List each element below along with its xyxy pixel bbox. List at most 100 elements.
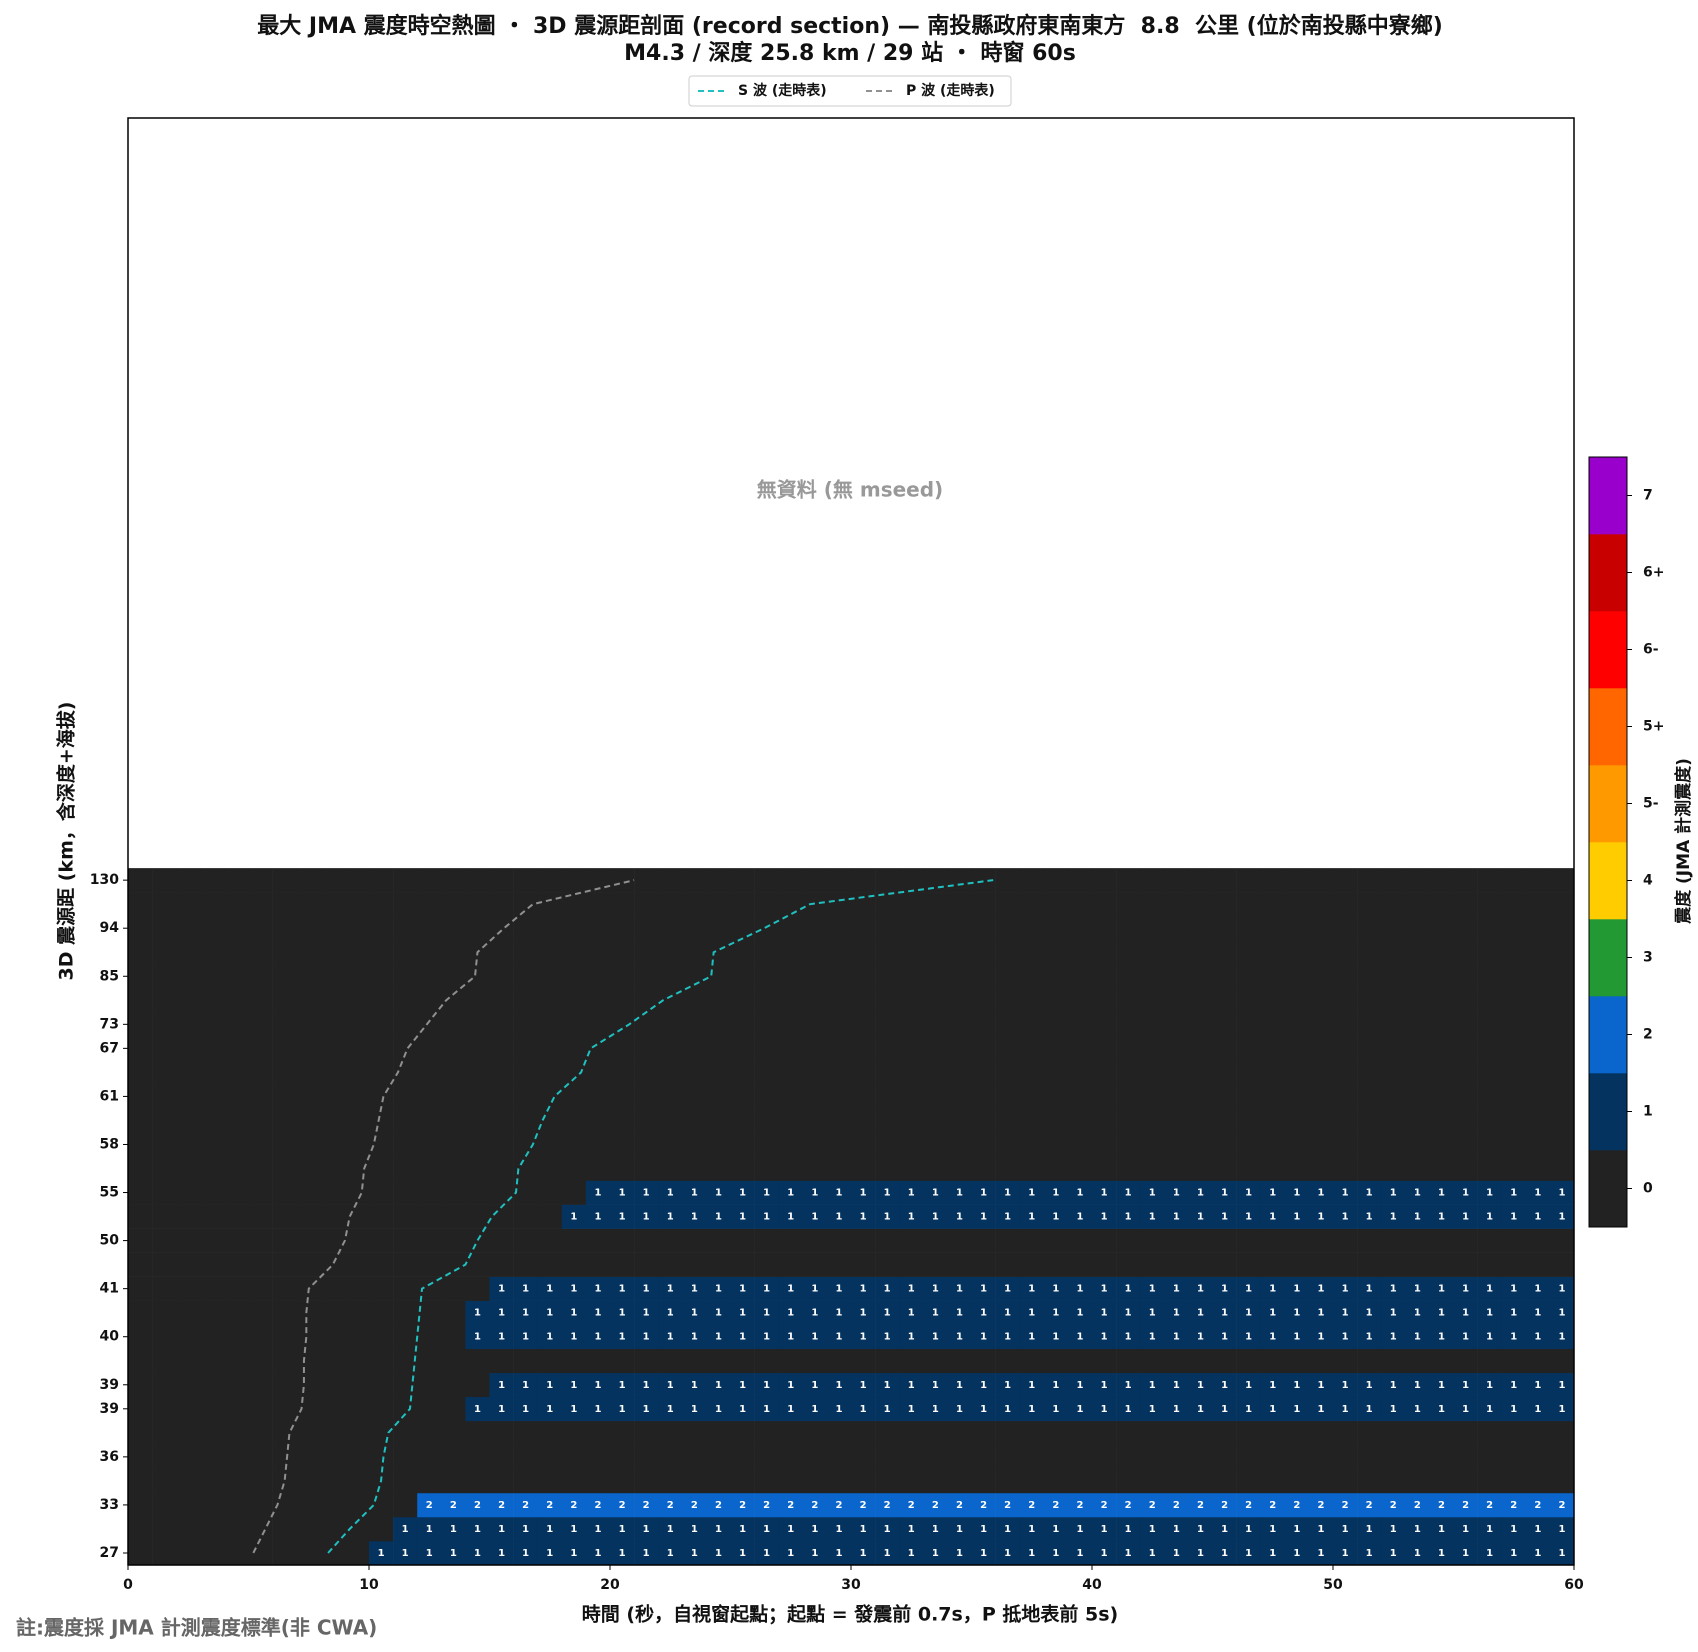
cell-label: 1 [1414, 1284, 1421, 1295]
heatmap-cell [176, 1444, 201, 1470]
heatmap-cell [1429, 988, 1454, 1013]
cell-label: 1 [691, 1380, 698, 1391]
cell-label: 1 [956, 1548, 963, 1559]
heatmap-cell [1525, 1468, 1551, 1494]
heatmap-cell [1501, 1492, 1527, 1518]
heatmap-cell [1308, 1132, 1334, 1157]
heatmap-cell [1164, 1156, 1189, 1181]
heatmap-cell [1067, 1468, 1093, 1494]
heatmap-cell [1453, 1468, 1478, 1494]
heatmap-cell [1453, 1492, 1478, 1518]
cell-label: 1 [956, 1284, 963, 1295]
heatmap-cell [995, 1036, 1020, 1061]
heatmap-cell [537, 1492, 563, 1518]
heatmap-cell [513, 1372, 538, 1398]
heatmap-cell [1525, 964, 1551, 989]
heatmap-cell [826, 1396, 852, 1422]
colorbar-tick-label: 0 [1643, 1181, 1653, 1197]
heatmap-cell [489, 1156, 514, 1181]
cell-label: 1 [932, 1284, 939, 1295]
heatmap-cell [1284, 1084, 1310, 1109]
heatmap-cell [1429, 916, 1454, 941]
heatmap-cell [369, 1252, 394, 1277]
heatmap-cell [1188, 1156, 1213, 1181]
heatmap-cell [176, 1348, 201, 1374]
heatmap-cell [272, 1252, 297, 1277]
heatmap-cell [1019, 1492, 1045, 1518]
heatmap-cell [128, 1468, 153, 1494]
heatmap-cell [248, 1300, 273, 1325]
heatmap-cell [176, 1324, 201, 1350]
heatmap-cell [1453, 916, 1478, 941]
heatmap-cell [1212, 940, 1237, 965]
cell-label: 1 [522, 1284, 529, 1295]
heatmap-cell [152, 1228, 177, 1253]
heatmap-cell [200, 1540, 225, 1566]
cell-label: 1 [1462, 1284, 1469, 1295]
cell-label: 1 [1293, 1212, 1300, 1223]
heatmap-cell [393, 1108, 418, 1133]
heatmap-cell [224, 868, 249, 893]
heatmap-cell [1236, 1276, 1261, 1301]
heatmap-cell [1043, 1252, 1069, 1277]
heatmap-cell [1429, 1156, 1454, 1181]
heatmap-cell [1212, 1180, 1237, 1205]
heatmap-cell [1453, 940, 1478, 965]
cell-label: 1 [1293, 1404, 1300, 1415]
heatmap-cell [417, 1516, 442, 1542]
heatmap-cell [465, 892, 490, 917]
heatmap-cell [128, 1228, 153, 1253]
heatmap-cell [489, 940, 514, 965]
heatmap-cell [971, 892, 996, 917]
heatmap-cell [971, 1132, 996, 1157]
heatmap-cell [1549, 916, 1575, 941]
heatmap-cell [1188, 1396, 1213, 1422]
cell-label: 1 [715, 1404, 722, 1415]
heatmap-cell [1308, 1084, 1334, 1109]
cell-label: 1 [908, 1524, 915, 1535]
cell-label: 1 [1173, 1284, 1180, 1295]
heatmap-cell [1164, 964, 1189, 989]
heatmap-cell [320, 1012, 346, 1037]
heatmap-cell [320, 1420, 346, 1446]
cell-label: 1 [1342, 1404, 1349, 1415]
heatmap-cell [1260, 1036, 1286, 1061]
cell-label: 2 [1149, 1500, 1156, 1511]
cell-label: 1 [691, 1332, 698, 1343]
heatmap-cell [1357, 1180, 1382, 1205]
cell-label: 1 [860, 1188, 867, 1199]
heatmap-cell [658, 1084, 683, 1109]
x-tick-label: 30 [841, 1577, 861, 1593]
heatmap-cell [947, 1540, 972, 1566]
cell-label: 1 [619, 1524, 626, 1535]
heatmap-cell [1308, 1252, 1334, 1277]
heatmap-cell [1188, 868, 1213, 893]
heatmap-cell [1381, 892, 1406, 917]
heatmap-cell [272, 1084, 297, 1109]
heatmap-cell [682, 1372, 707, 1398]
heatmap-cell [224, 1036, 249, 1061]
heatmap-cell [1333, 1012, 1358, 1037]
heatmap-cell [826, 1468, 852, 1494]
heatmap-cell [1549, 1396, 1575, 1422]
cell-label: 1 [1269, 1284, 1276, 1295]
heatmap-cell [634, 1492, 659, 1518]
heatmap-cell [610, 1180, 635, 1205]
heatmap-cell [1140, 964, 1165, 989]
heatmap-cell [1019, 868, 1045, 893]
cell-label: 1 [1342, 1284, 1349, 1295]
heatmap-cell [152, 1108, 177, 1133]
heatmap-cell [1067, 1396, 1093, 1422]
heatmap-cell [802, 1372, 828, 1398]
cell-label: 1 [498, 1332, 505, 1343]
heatmap-cell [417, 940, 442, 965]
heatmap-cell [224, 1540, 249, 1566]
cell-label: 1 [1390, 1212, 1397, 1223]
heatmap-cell [1092, 964, 1117, 989]
cell-label: 1 [1438, 1380, 1445, 1391]
heatmap-cell [561, 1084, 587, 1109]
heatmap-cell [248, 1444, 273, 1470]
cell-label: 1 [667, 1548, 674, 1559]
heatmap-cell [1333, 1108, 1358, 1133]
heatmap-cell [441, 1252, 466, 1277]
